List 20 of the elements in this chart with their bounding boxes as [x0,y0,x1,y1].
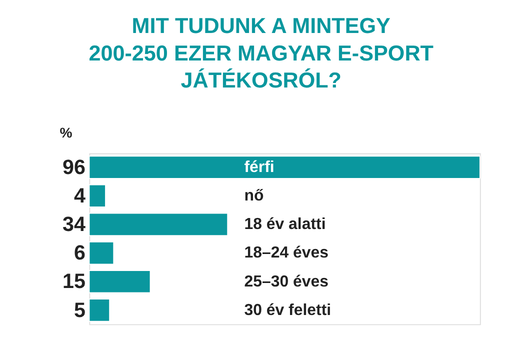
bar [88,298,110,322]
data-label: 96 [62,156,86,179]
y-tick-label: 18 év alatti [244,216,326,234]
data-label: 6 [74,242,86,265]
bar [88,212,228,236]
y-tick-label: 30 év feletti [244,302,332,319]
bar [88,270,151,294]
data-label: 34 [62,213,86,236]
bar [88,241,114,265]
y-tick-label: 18–24 éves [244,244,329,262]
data-label: 4 [74,184,86,208]
data-label: 5 [74,298,86,322]
y-tick-label: nő [244,188,264,205]
x-axis-title: % [60,124,73,140]
bar [88,184,106,208]
y-tick-label: férfi [244,158,274,176]
data-label: 15 [62,270,86,294]
chart-title: MIT TUDUNK A MINTEGY 200-250 EZER MAGYAR E-SPORT JÁTÉKOSRÓL? [88,13,434,93]
bar [88,156,480,179]
y-tick-label: 25–30 éves [244,273,329,290]
